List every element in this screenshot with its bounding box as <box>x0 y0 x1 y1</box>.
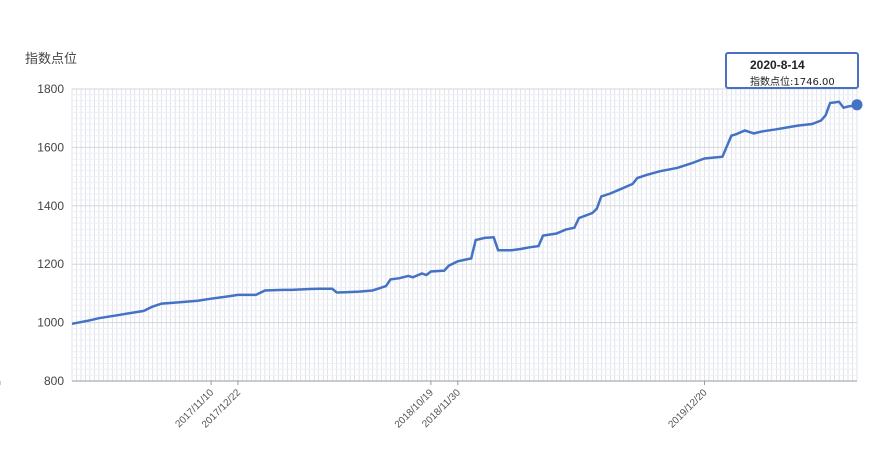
tooltip-title: 2020-8-14 <box>750 58 805 72</box>
series-line <box>71 100 858 326</box>
y-tick-label: 1600 <box>37 140 64 154</box>
y-tick-label: 1400 <box>37 199 64 213</box>
x-axis-ticks: 2017/4/72017/5/192017/6/302017/8/112017/… <box>0 381 710 431</box>
tooltip: 2020-8-14 指数点位:1746.00 <box>725 52 859 89</box>
x-tick-label: 2019/12/20 <box>666 387 709 430</box>
y-tick-label: 1000 <box>37 316 64 330</box>
tooltip-body: 指数点位:1746.00 <box>750 77 835 88</box>
highlighted-point[interactable] <box>851 99 863 111</box>
y-axis-ticks: 800 1000 1200 1400 1600 1800 <box>37 82 64 388</box>
y-tick-label: 1800 <box>37 82 64 96</box>
y-axis-title: 指数点位 <box>25 52 77 67</box>
tooltip-value: 1746.00 <box>793 77 835 88</box>
tooltip-label: 指数点位 <box>750 77 790 88</box>
horizontal-grid <box>72 88 857 382</box>
y-tick-label: 1200 <box>37 257 64 271</box>
y-tick-label: 800 <box>44 374 64 388</box>
